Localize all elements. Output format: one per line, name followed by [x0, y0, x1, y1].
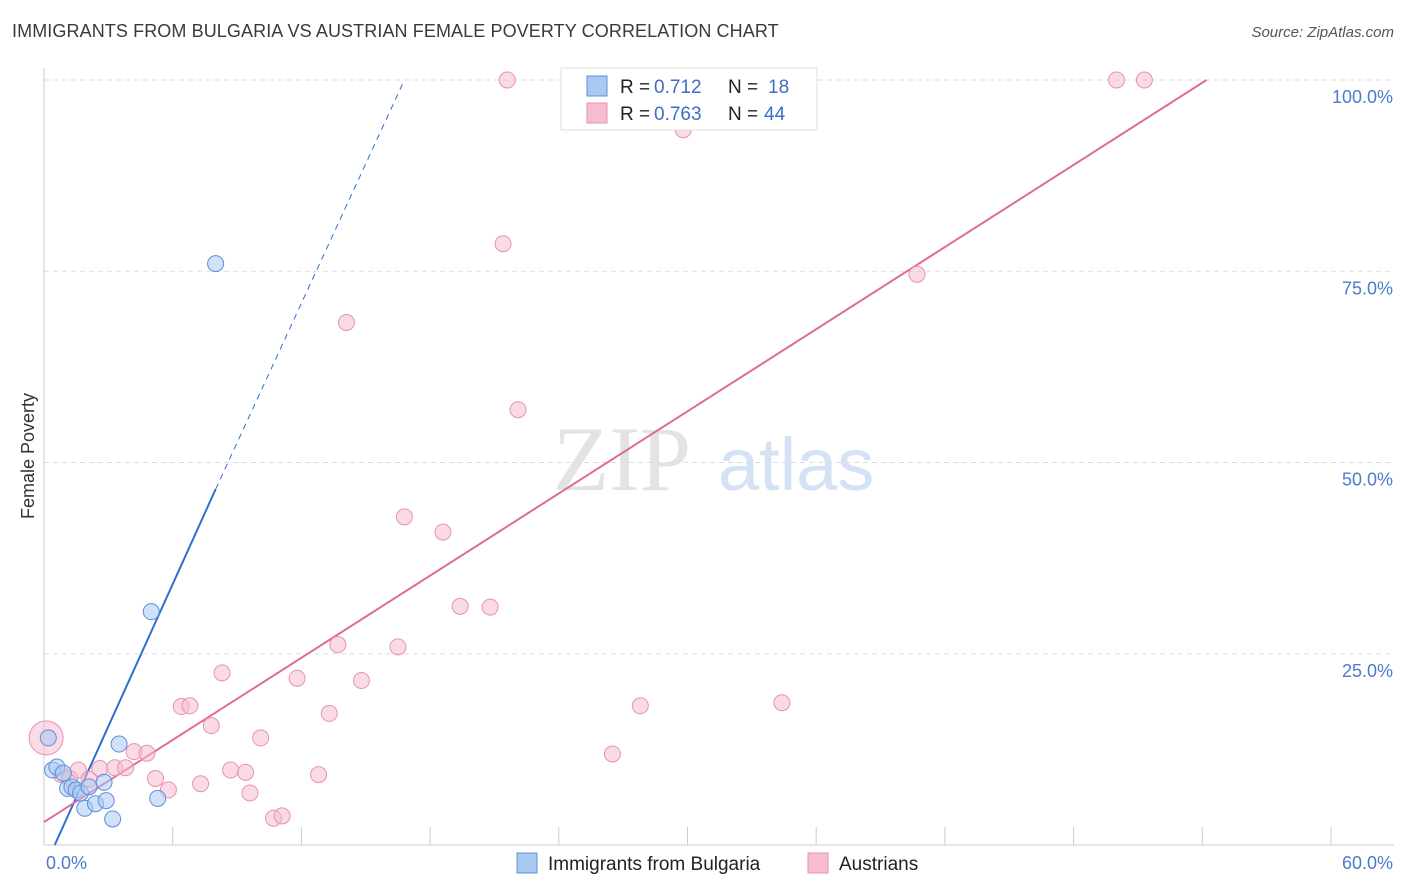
point-bulgaria: [110, 735, 128, 753]
point-austrians: [773, 694, 791, 712]
watermark-zip: ZIP: [553, 408, 691, 510]
point-austrians: [395, 508, 413, 526]
point-bulgaria: [54, 764, 72, 782]
point-austrians: [288, 669, 306, 687]
point-austrians: [389, 638, 407, 656]
legend-r-label: R =: [620, 77, 650, 98]
point-austrians: [222, 761, 240, 779]
bottom-legend-label-bulgaria: Immigrants from Bulgaria: [548, 854, 761, 875]
point-austrians: [908, 265, 926, 283]
point-austrians: [273, 807, 291, 825]
y-tick-label: 75.0%: [1342, 278, 1393, 298]
gridlines: [44, 79, 1394, 655]
point-austrians: [192, 775, 210, 793]
point-austrians: [213, 664, 231, 682]
trend-line-bulgaria-extension: [215, 79, 405, 490]
chart-title: IMMIGRANTS FROM BULGARIA VS AUSTRIAN FEM…: [12, 21, 779, 41]
point-austrians: [631, 697, 649, 715]
bottom-legend-label-austrians: Austrians: [839, 854, 918, 875]
point-bulgaria: [80, 778, 98, 796]
point-bulgaria: [104, 810, 122, 828]
legend-n-value: 18: [768, 77, 789, 98]
x-tick-label-min: 0.0%: [46, 853, 87, 873]
watermark-atlas: atlas: [718, 423, 874, 506]
legend-r-label: R =: [620, 104, 650, 125]
point-austrians: [603, 745, 621, 763]
point-austrians: [320, 704, 338, 722]
legend-swatch-bulgaria: [586, 75, 608, 97]
point-austrians: [138, 744, 156, 762]
legend-n-label: N =: [728, 104, 758, 125]
legend-r-value: 0.712: [654, 77, 702, 98]
point-bulgaria: [142, 603, 160, 621]
point-austrians: [352, 672, 370, 690]
point-austrians: [329, 636, 347, 654]
point-austrians: [237, 763, 255, 781]
bottom-legend: Immigrants from Bulgaria Austrians: [516, 852, 918, 875]
chart-source: Source: ZipAtlas.com: [1251, 24, 1394, 41]
point-austrians: [434, 523, 452, 541]
axes: [43, 68, 1394, 846]
legend: R = 0.712 N = 18 R = 0.763 N = 44: [560, 67, 818, 131]
bottom-legend-swatch-austrians: [807, 852, 829, 874]
point-austrians: [252, 729, 270, 747]
point-bulgaria: [95, 773, 113, 791]
point-bulgaria: [149, 789, 167, 807]
point-austrians: [1135, 71, 1153, 89]
point-austrians: [147, 769, 165, 787]
point-austrians: [481, 598, 499, 616]
legend-n-value: 44: [764, 104, 786, 125]
y-axis-label: Female Poverty: [18, 393, 38, 519]
point-austrians: [494, 235, 512, 253]
y-tick-labels: 25.0% 50.0% 75.0% 100.0%: [1332, 87, 1393, 681]
watermark: ZIP atlas: [553, 408, 874, 510]
y-tick-label: 100.0%: [1332, 87, 1393, 107]
legend-n-label: N =: [728, 77, 758, 98]
point-austrians: [1108, 71, 1125, 89]
point-austrians: [337, 314, 355, 332]
point-austrians: [310, 766, 328, 784]
x-tick-label-max: 60.0%: [1342, 853, 1393, 873]
point-austrians: [117, 759, 135, 777]
x-ticks: [172, 827, 1332, 845]
point-austrians: [498, 71, 516, 89]
point-bulgaria: [97, 792, 115, 810]
bottom-legend-swatch-bulgaria: [516, 852, 538, 874]
y-tick-label: 25.0%: [1342, 661, 1393, 681]
point-bulgaria: [39, 729, 57, 747]
legend-swatch-austrians: [586, 102, 608, 124]
point-austrians: [181, 697, 199, 715]
scatter-points: [28, 71, 1153, 828]
point-austrians: [202, 717, 220, 735]
point-bulgaria: [207, 255, 225, 273]
trend-line-austrians: [43, 79, 1208, 823]
y-tick-label: 50.0%: [1342, 470, 1393, 490]
point-austrians: [451, 597, 469, 615]
legend-r-value: 0.763: [654, 104, 702, 125]
point-austrians: [509, 401, 527, 419]
point-austrians: [241, 784, 259, 802]
